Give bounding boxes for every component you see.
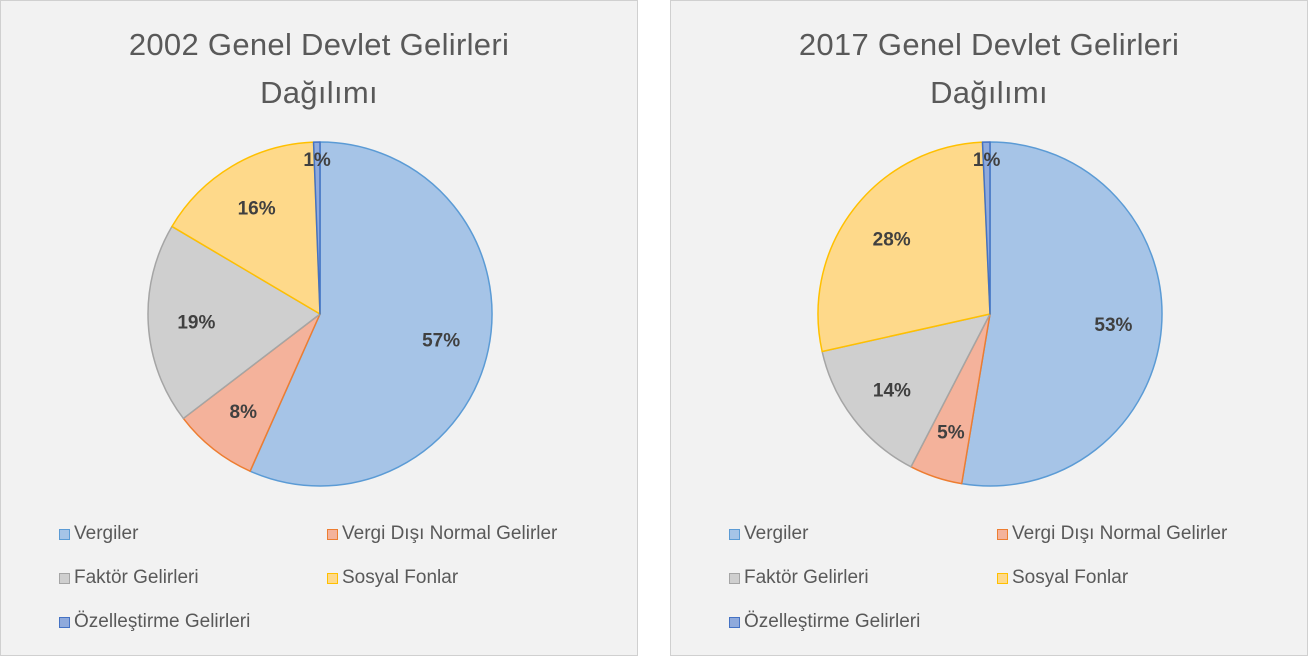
legend-label: Vergi Dışı Normal Gelirler — [1012, 523, 1228, 544]
legend-label: Sosyal Fonlar — [342, 567, 459, 588]
legend-label: Sosyal Fonlar — [1012, 567, 1129, 588]
data-labels: 53% 5% 14% 28% 1% — [873, 150, 1133, 443]
chart-title: 2017 Genel Devlet Gelirleri Dağılımı — [671, 21, 1307, 117]
legend-item-vergi-disi-normal-gelirler: Vergi Dışı Normal Gelirler — [327, 523, 557, 545]
pie-slices — [817, 141, 1163, 487]
pie-slice-ozellestirme-gelirleri — [312, 141, 321, 315]
legend-item-vergiler: Vergiler — [729, 523, 808, 545]
chart-title-line-2: Dağılımı — [930, 75, 1048, 110]
legend-swatch — [327, 572, 338, 584]
legend-label: Vergi Dışı Normal Gelirler — [342, 523, 558, 544]
legend-label: Vergiler — [74, 523, 139, 544]
data-label-sosyal-fonlar: 16% — [238, 199, 276, 220]
legend-item-faktor-gelirleri: Faktör Gelirleri — [729, 567, 869, 589]
legend-swatch — [997, 528, 1008, 540]
legend-item-sosyal-fonlar: Sosyal Fonlar — [327, 567, 458, 589]
pie-slices — [147, 141, 493, 487]
legend-swatch — [729, 572, 740, 584]
data-label-sosyal-fonlar: 28% — [873, 230, 911, 251]
chart-title-line-1: 2017 Genel Devlet Gelirleri — [798, 27, 1180, 62]
data-label-faktor-gelirleri: 14% — [873, 381, 911, 402]
pie-slice-vergiler — [960, 141, 1163, 487]
pie-chart-2002: 57% 8% 19% 16% 1% — [147, 141, 493, 487]
data-labels: 57% 8% 19% 16% 1% — [177, 150, 460, 423]
data-label-vergiler: 53% — [1094, 315, 1132, 336]
pie-chart-2017: 53% 5% 14% 28% 1% — [817, 141, 1163, 487]
legend-label: Faktör Gelirleri — [744, 567, 869, 588]
legend-label: Faktör Gelirleri — [74, 567, 199, 588]
legend-item-vergi-disi-normal-gelirler: Vergi Dışı Normal Gelirler — [997, 523, 1227, 545]
data-label-ozellestirme-gelirleri: 1% — [303, 150, 331, 171]
legend-label: Özelleştirme Gelirleri — [744, 611, 921, 632]
data-label-vergi-disi-normal-gelirler: 8% — [230, 402, 258, 423]
legend-swatch — [59, 528, 70, 540]
chart-title-line-1: 2002 Genel Devlet Gelirleri — [128, 27, 510, 62]
legend-label: Özelleştirme Gelirleri — [74, 611, 251, 632]
chart-title-line-2: Dağılımı — [260, 75, 378, 110]
legend-item-ozellestirme-gelirleri: Özelleştirme Gelirleri — [729, 611, 920, 633]
legend-label: Vergiler — [744, 523, 809, 544]
data-label-vergiler: 57% — [422, 331, 460, 352]
data-label-vergi-disi-normal-gelirler: 5% — [937, 423, 965, 444]
pie-slice-faktor-gelirleri — [821, 313, 991, 468]
pie-slice-vergiler — [249, 141, 493, 487]
legend-swatch — [59, 572, 70, 584]
legend-swatch — [729, 528, 740, 540]
chart-title: 2002 Genel Devlet Gelirleri Dağılımı — [1, 21, 637, 117]
legend-swatch — [59, 616, 70, 628]
pie-slice-ozellestirme-gelirleri — [981, 141, 991, 315]
legend-swatch — [729, 616, 740, 628]
legend-swatch — [327, 528, 338, 540]
pie-slice-sosyal-fonlar — [817, 141, 991, 353]
legend-item-ozellestirme-gelirleri: Özelleştirme Gelirleri — [59, 611, 250, 633]
pie-slice-faktor-gelirleri — [147, 225, 321, 420]
data-label-faktor-gelirleri: 19% — [177, 312, 215, 333]
legend-item-vergiler: Vergiler — [59, 523, 138, 545]
pie-slice-sosyal-fonlar — [171, 141, 321, 315]
legend-item-sosyal-fonlar: Sosyal Fonlar — [997, 567, 1128, 589]
chart-panel-2017: 2017 Genel Devlet Gelirleri Dağılımı 53%… — [670, 0, 1308, 656]
chart-panel-2002: 2002 Genel Devlet Gelirleri Dağılımı 57%… — [0, 0, 638, 656]
legend-swatch — [997, 572, 1008, 584]
data-label-ozellestirme-gelirleri: 1% — [973, 150, 1001, 171]
legend-item-faktor-gelirleri: Faktör Gelirleri — [59, 567, 199, 589]
